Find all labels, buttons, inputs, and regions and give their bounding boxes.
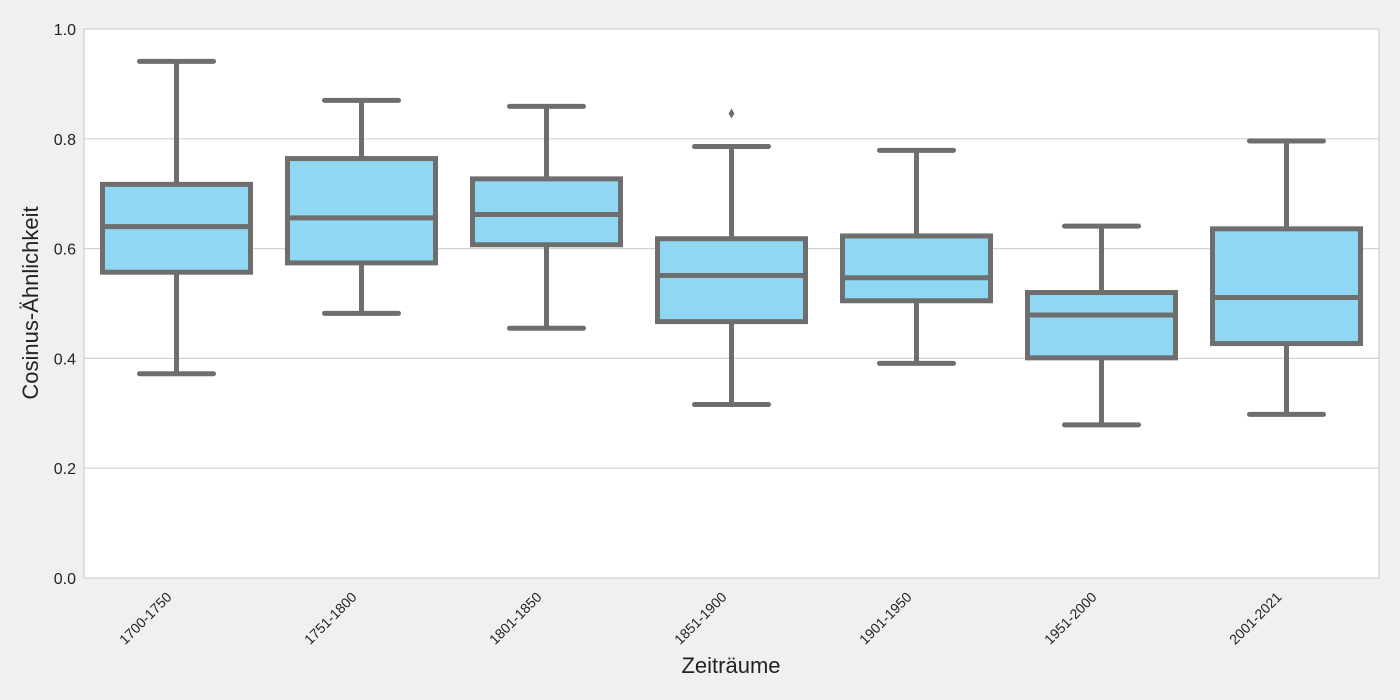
y-tick-label: 0.8 <box>54 132 76 149</box>
box-group <box>100 58 253 377</box>
x-axis-title: Zeiträume <box>681 653 780 678</box>
box <box>655 236 808 325</box>
box <box>1025 290 1178 361</box>
box <box>470 176 623 248</box>
boxes <box>100 58 1363 428</box>
y-tick-labels: 0.0 0.2 0.4 0.6 0.8 1.0 <box>54 22 76 588</box>
box <box>285 156 438 266</box>
box-group <box>1210 138 1363 417</box>
box-group <box>840 147 993 366</box>
y-tick-label: 0.6 <box>54 242 76 259</box>
y-tick-label: 0.0 <box>54 571 76 588</box>
box <box>840 233 993 304</box>
y-tick-label: 1.0 <box>54 22 76 39</box>
box-group <box>1025 223 1178 428</box>
outlier-point <box>728 108 735 119</box>
y-axis-title: Cosinus-Ähnlichkeit <box>18 206 43 399</box>
box-group <box>470 103 623 331</box>
y-tick-label: 0.4 <box>54 351 76 368</box>
box-group <box>285 97 438 316</box>
y-tick-label: 0.2 <box>54 461 76 478</box>
box <box>1210 226 1363 347</box>
box-group <box>655 108 808 408</box>
plot-frame <box>83 28 1380 579</box>
